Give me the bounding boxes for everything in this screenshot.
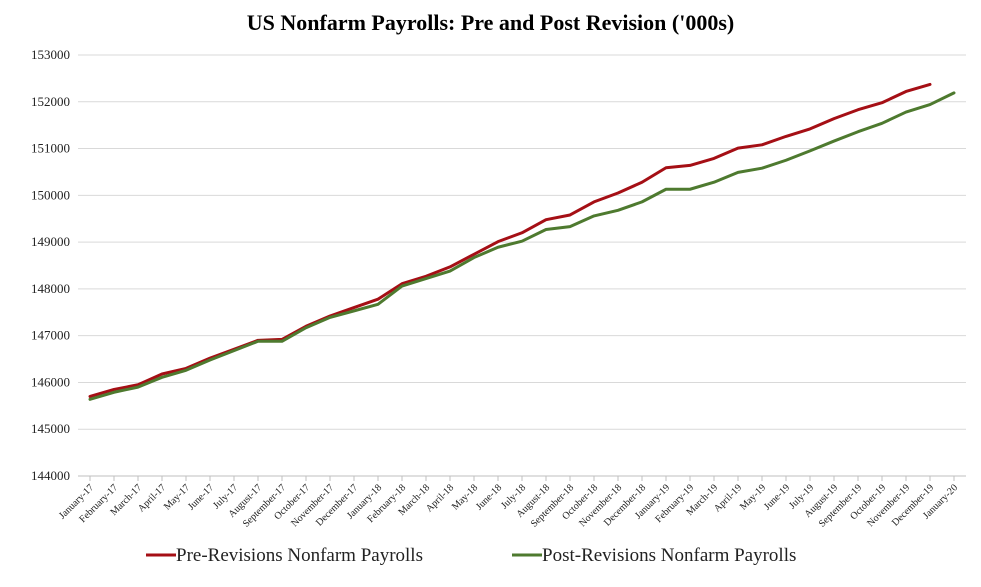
x-tick-label: May-17 bbox=[162, 482, 192, 512]
y-tick-label: 151000 bbox=[31, 141, 70, 156]
y-tick-label: 153000 bbox=[31, 47, 70, 62]
legend-label-pre-revisions: Pre-Revisions Nonfarm Payrolls bbox=[176, 545, 423, 566]
series-line-pre-revisions bbox=[88, 82, 932, 398]
y-tick-label: 144000 bbox=[31, 468, 70, 483]
y-tick-label: 146000 bbox=[31, 374, 70, 389]
y-tick-label: 147000 bbox=[31, 328, 70, 343]
x-tick-label: May-19 bbox=[738, 482, 768, 512]
x-tick-label: May-18 bbox=[450, 482, 480, 512]
chart-title: US Nonfarm Payrolls: Pre and Post Revisi… bbox=[246, 10, 735, 35]
y-tick-label: 148000 bbox=[31, 281, 70, 296]
series-line-post-revisions bbox=[88, 91, 956, 401]
y-tick-label: 150000 bbox=[31, 187, 70, 202]
y-tick-label: 145000 bbox=[31, 421, 70, 436]
x-tick-label: June-19 bbox=[762, 482, 792, 512]
y-tick-label: 149000 bbox=[31, 234, 70, 249]
y-tick-label: 152000 bbox=[31, 94, 70, 109]
x-tick-label: June-18 bbox=[474, 482, 504, 512]
legend-label-post-revisions: Post-Revisions Nonfarm Payrolls bbox=[542, 545, 796, 566]
x-tick-label: June-17 bbox=[186, 482, 216, 512]
